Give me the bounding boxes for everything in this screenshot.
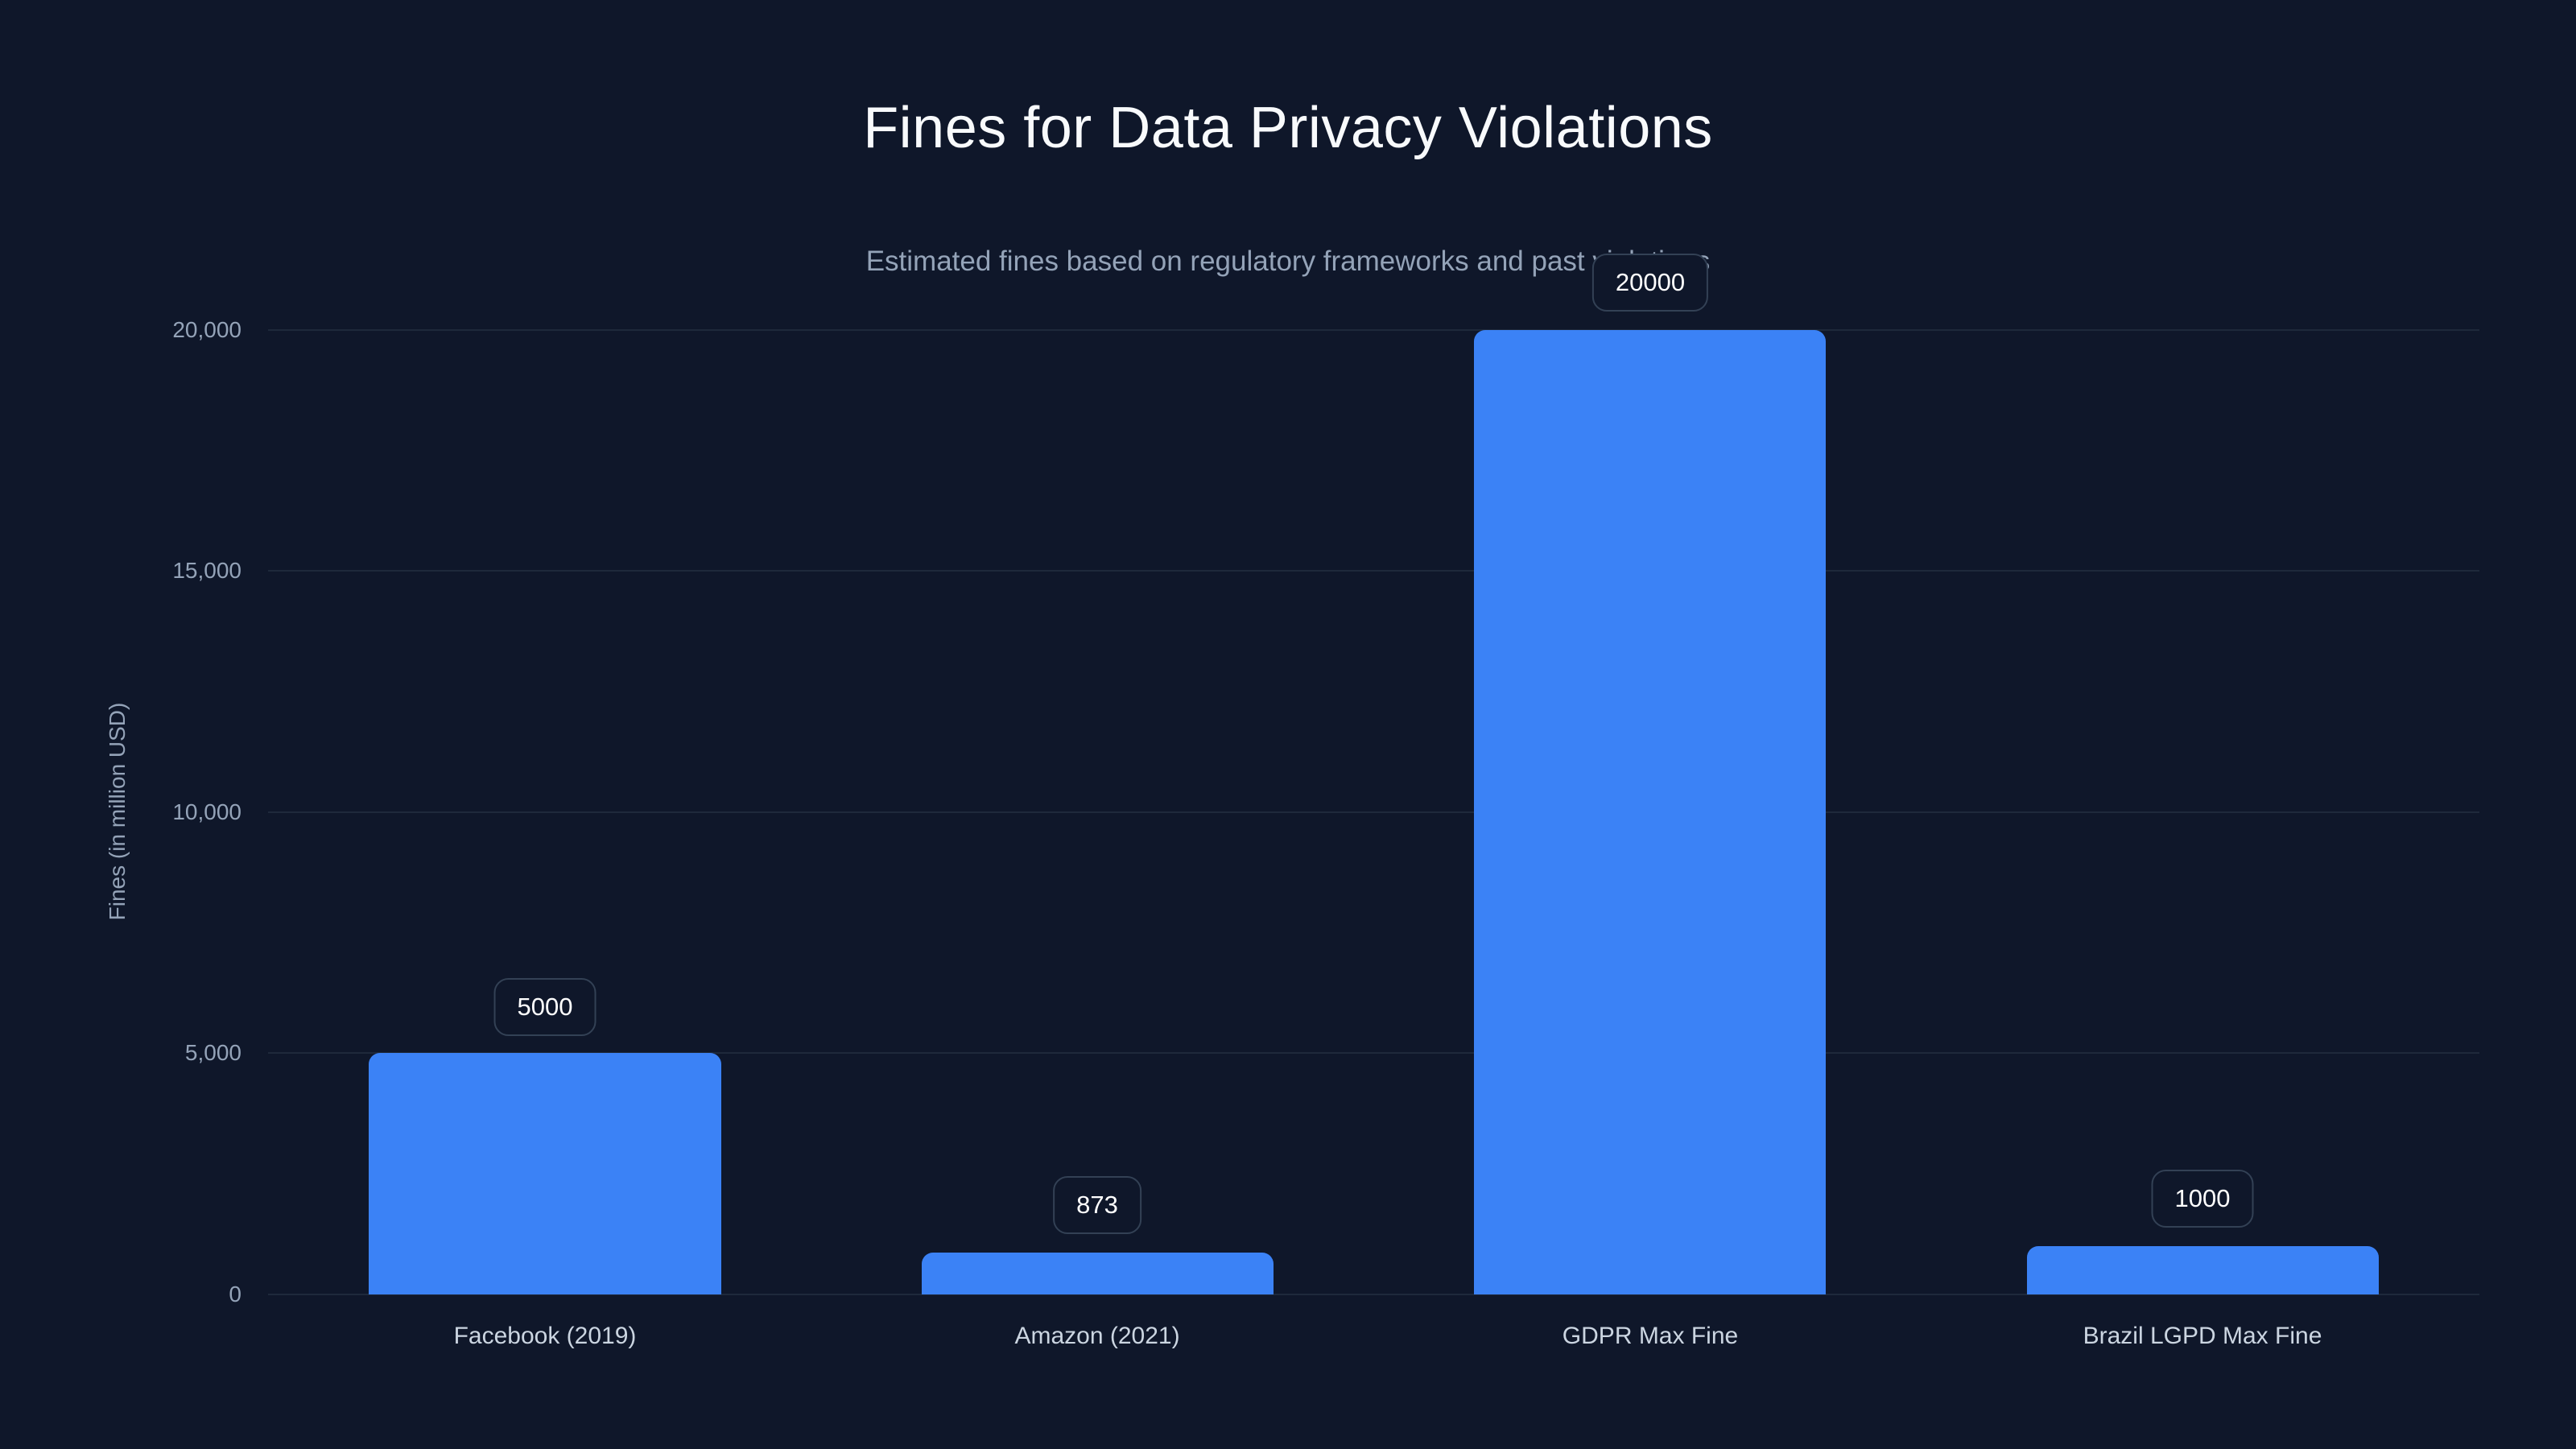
gridline-5000 (268, 1052, 2479, 1054)
bar-amazon-2021[interactable] (922, 1253, 1274, 1294)
value-label-facebook-2019: 5000 (493, 978, 597, 1036)
x-tick-facebook-2019: Facebook (2019) (453, 1323, 637, 1349)
gridline-0 (268, 1294, 2479, 1295)
value-label-amazon-2021: 873 (1053, 1176, 1141, 1234)
bar-gdpr-max-fine[interactable] (1474, 330, 1826, 1294)
plot-area (268, 329, 2479, 1295)
y-tick-0: 0 (229, 1282, 242, 1307)
x-tick-brazil-lgpd-max-fine: Brazil LGPD Max Fine (2083, 1323, 2322, 1349)
y-tick-20000: 20,000 (172, 317, 242, 342)
bar-brazil-lgpd-max-fine[interactable] (2027, 1246, 2379, 1294)
x-tick-gdpr-max-fine: GDPR Max Fine (1562, 1323, 1739, 1349)
gridline-15000 (268, 570, 2479, 572)
gridline-10000 (268, 811, 2479, 813)
y-tick-10000: 10,000 (172, 799, 242, 824)
value-label-brazil-lgpd-max-fine: 1000 (2151, 1170, 2254, 1228)
chart-title: Fines for Data Privacy Violations (863, 96, 1713, 160)
y-tick-15000: 15,000 (172, 558, 242, 583)
y-tick-5000: 5,000 (184, 1040, 242, 1065)
chart-subtitle: Estimated fines based on regulatory fram… (865, 246, 1711, 277)
x-tick-amazon-2021: Amazon (2021) (1014, 1323, 1180, 1349)
bar-facebook-2019[interactable] (369, 1053, 721, 1294)
gridline-20000 (268, 329, 2479, 331)
value-label-gdpr-max-fine: 20000 (1591, 254, 1709, 312)
